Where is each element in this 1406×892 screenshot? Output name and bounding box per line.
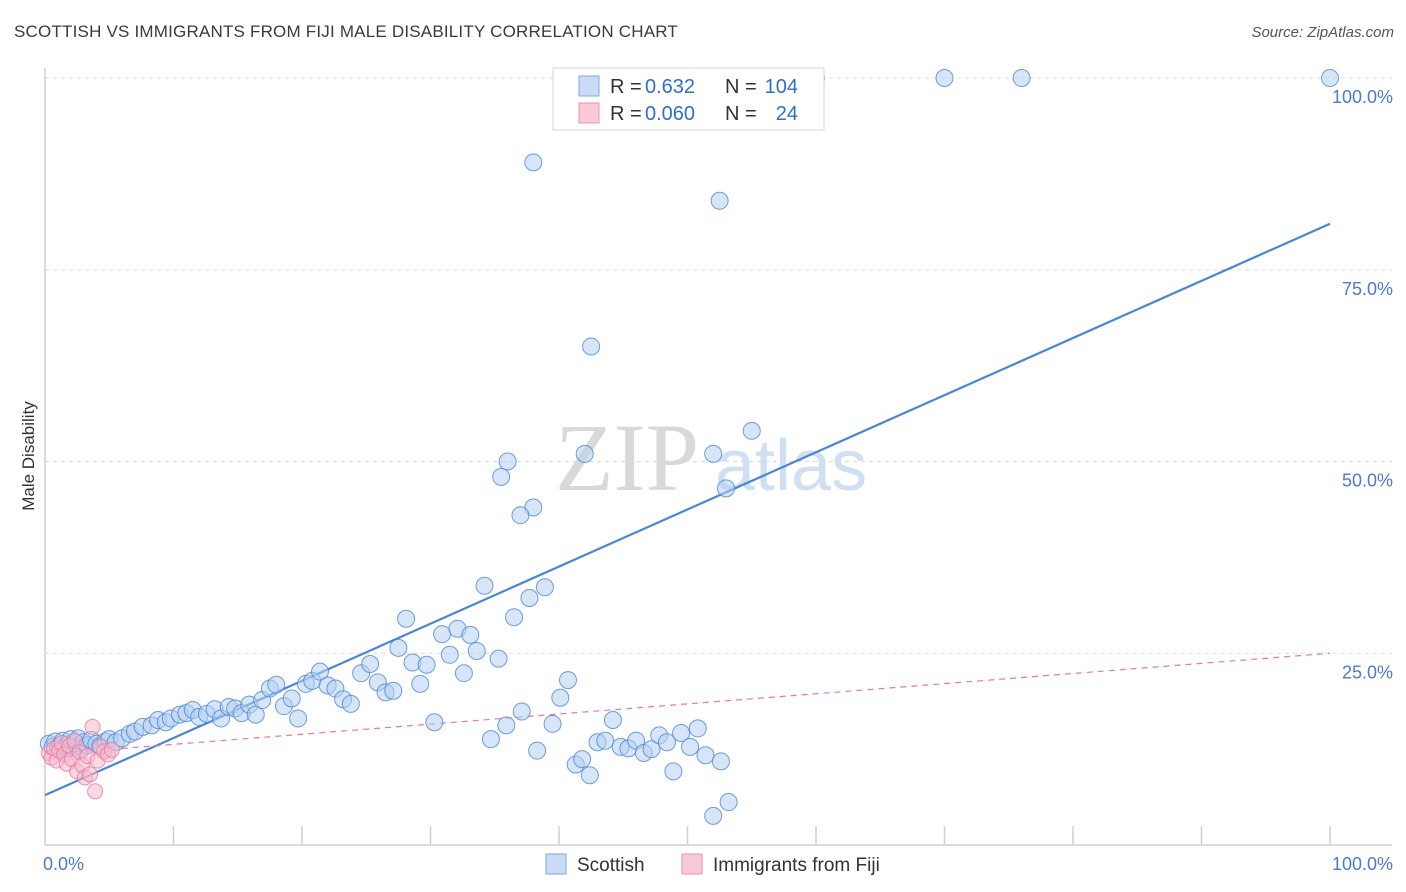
source-label: Source: ZipAtlas.com [1251, 24, 1394, 41]
scottish-point-99 [688, 719, 707, 738]
legend-n-value-fiji: 24 [776, 103, 798, 125]
legend-swatch-fiji [578, 102, 600, 124]
scottish-point-98 [681, 737, 700, 756]
scottish-outlier-point-5 [1321, 69, 1339, 87]
bottom-legend-swatch-fiji [681, 853, 703, 875]
scottish-outlier-point-11 [704, 444, 723, 463]
scottish-point-71 [475, 576, 494, 595]
scottish-point-77 [520, 589, 539, 608]
scottish-point-65 [433, 625, 452, 644]
scottish-point-87 [596, 731, 615, 750]
fiji-point-23 [103, 741, 120, 758]
scottish-point-80 [543, 714, 562, 733]
correlation-legend: R = 0.632 N = 104 R = 0.060 N = 24 [552, 67, 825, 131]
scottish-outlier-point-12 [498, 452, 517, 471]
scottish-point-96 [664, 762, 683, 781]
scottish-point-45 [282, 689, 301, 708]
scottish-outlier-point-13 [492, 467, 511, 486]
scottish-point-63 [417, 655, 436, 674]
scottish-point-70 [467, 641, 486, 660]
scottish-point-84 [573, 750, 592, 769]
legend-r-value-scottish: 0.632 [645, 76, 695, 98]
scottish-outlier-point-16 [511, 506, 530, 525]
legend-r-value-fiji: 0.060 [645, 103, 695, 125]
x-tick-label-max: 100.0% [1332, 854, 1393, 874]
scottish-point-76 [512, 702, 531, 721]
scottish-outlier-point-10 [575, 444, 594, 463]
scottish-point-102 [711, 752, 730, 771]
scottish-point-97 [672, 724, 691, 743]
bottom-legend-label-fiji: Immigrants from Fiji [713, 855, 880, 876]
y-tick-label-75: 75.0% [1342, 279, 1393, 299]
scottish-outlier-point-9 [742, 421, 761, 440]
y-tick-label-25: 25.0% [1342, 662, 1393, 682]
scottish-point-95 [657, 733, 676, 752]
legend-swatch-scottish [578, 75, 600, 97]
fiji-point-16 [81, 766, 98, 783]
scottish-point-85 [580, 766, 599, 785]
scottish-point-62 [411, 674, 430, 693]
scottish-point-75 [505, 608, 524, 627]
scottish-outlier-point-6 [524, 153, 543, 172]
scottish-outlier-point-4 [1012, 69, 1031, 87]
scottish-outlier-point-7 [710, 191, 729, 210]
scottish-point-93 [642, 740, 661, 759]
y-tick-label-50: 50.0% [1342, 471, 1393, 491]
legend-r-label-fiji: R = [610, 103, 642, 125]
scottish-point-79 [535, 578, 554, 597]
bottom-legend-swatch-scottish [545, 853, 567, 875]
bottom-legend-label-scottish: Scottish [577, 855, 645, 876]
scottish-point-49 [310, 662, 329, 681]
scottish-point-103 [719, 793, 738, 812]
legend-n-value-scottish: 104 [765, 76, 798, 98]
scottish-point-78 [528, 741, 547, 760]
y-tick-label-100: 100.0% [1332, 87, 1393, 107]
scottish-point-88 [603, 710, 622, 729]
scottish-point-74 [497, 716, 516, 735]
scottish-outlier-point-14 [717, 479, 736, 498]
scottish-outlier-point-8 [582, 337, 601, 356]
scottish-point-46 [289, 709, 308, 728]
legend-n-label-fiji: N = [725, 103, 757, 125]
scottish-point-82 [558, 671, 577, 690]
y-tick-labels: 25.0% 50.0% 75.0% 100.0% [1332, 87, 1393, 682]
scottish-point-59 [389, 638, 408, 657]
fiji-point-17 [84, 718, 101, 735]
fiji-point-18 [87, 783, 104, 800]
trend-line-fiji [44, 652, 1331, 756]
x-ticks [172, 826, 1331, 845]
scottish-point-60 [397, 609, 416, 628]
scottish-point-101 [704, 806, 723, 825]
watermark-atlas: atlas [715, 426, 867, 506]
legend-n-label-scottish: N = [725, 76, 757, 98]
scottish-point-43 [267, 675, 286, 694]
scottish-point-66 [440, 645, 459, 664]
scottish-point-72 [481, 730, 500, 749]
scottish-point-68 [454, 664, 473, 683]
grid-layer [45, 77, 1392, 654]
series-legend: Scottish Immigrants from Fiji [545, 853, 880, 876]
scottish-outlier-point-3 [935, 69, 954, 87]
scottish-point-55 [361, 654, 380, 673]
scottish-point-69 [461, 625, 480, 644]
legend-r-label-scottish: R = [610, 76, 642, 98]
y-axis-title: Male Disability [19, 401, 38, 511]
scottish-point-81 [551, 688, 570, 707]
scottish-point-73 [489, 649, 508, 668]
scottish-point-53 [341, 694, 360, 713]
scottish-point-100 [696, 746, 715, 765]
scottish-point-64 [425, 713, 444, 732]
scottish-point-58 [384, 681, 403, 700]
x-tick-label-min: 0.0% [43, 854, 84, 874]
chart-title: SCOTTISH VS IMMIGRANTS FROM FIJI MALE DI… [14, 22, 678, 41]
